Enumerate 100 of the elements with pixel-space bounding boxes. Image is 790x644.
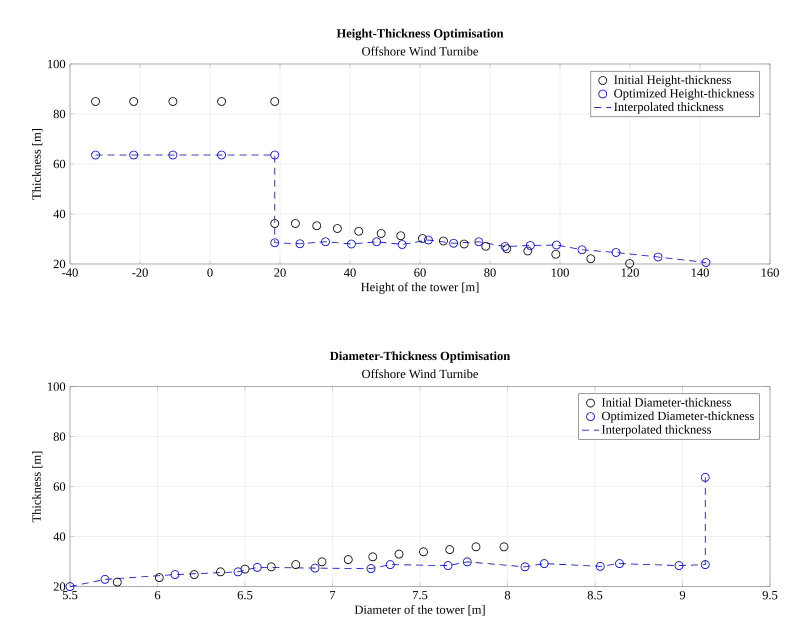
x-tick-label: 140 bbox=[692, 268, 709, 277]
point bbox=[700, 560, 710, 569]
point bbox=[596, 562, 605, 571]
point bbox=[270, 238, 280, 248]
point bbox=[154, 573, 164, 582]
point bbox=[321, 237, 330, 246]
y-tick-label: 20 bbox=[54, 582, 66, 591]
x-tick-label: 9.5 bbox=[762, 590, 778, 600]
point bbox=[586, 254, 596, 264]
point bbox=[551, 250, 560, 259]
x-tick-label: 60 bbox=[414, 268, 426, 277]
point bbox=[270, 150, 280, 160]
x-tick-label: 8 bbox=[504, 590, 510, 600]
point bbox=[168, 97, 178, 106]
y-axis-title: Thickness [m] bbox=[32, 452, 42, 522]
x-tick-label: 0 bbox=[207, 268, 213, 277]
point bbox=[266, 562, 276, 572]
y-tick-label: 80 bbox=[54, 110, 66, 118]
x-axis-title: Height of the tower [m] bbox=[361, 282, 478, 294]
point bbox=[190, 570, 199, 579]
point bbox=[100, 574, 110, 584]
point bbox=[291, 219, 300, 228]
point bbox=[216, 567, 225, 576]
point bbox=[234, 567, 242, 576]
point bbox=[449, 238, 458, 248]
point bbox=[366, 564, 376, 573]
point bbox=[270, 97, 280, 106]
point bbox=[396, 231, 406, 240]
point bbox=[291, 560, 300, 569]
point bbox=[578, 245, 586, 254]
point bbox=[240, 564, 250, 574]
point bbox=[112, 578, 122, 586]
point bbox=[523, 246, 532, 256]
point bbox=[312, 221, 322, 230]
point bbox=[270, 219, 280, 228]
chart-title: Height-Thickness Optimisation bbox=[336, 28, 504, 40]
x-tick-label: 80 bbox=[484, 268, 496, 277]
point bbox=[354, 226, 364, 236]
y-tick-label: 80 bbox=[54, 432, 66, 441]
point bbox=[296, 239, 304, 248]
point bbox=[217, 97, 226, 106]
x-tick-label: 160 bbox=[762, 268, 779, 277]
point bbox=[700, 472, 710, 482]
point bbox=[439, 236, 448, 246]
x-tick-label: 7.5 bbox=[413, 590, 428, 600]
legend-label: Initial Height-thickness bbox=[614, 75, 731, 87]
point bbox=[520, 562, 530, 572]
point bbox=[372, 237, 382, 246]
y-tick-label: 60 bbox=[54, 482, 66, 491]
x-tick-label: 100 bbox=[552, 268, 569, 277]
x-tick-label: 7 bbox=[330, 590, 336, 600]
point bbox=[552, 240, 561, 250]
point bbox=[474, 237, 484, 246]
point bbox=[344, 555, 353, 564]
point bbox=[310, 564, 320, 572]
point bbox=[462, 557, 472, 566]
point bbox=[526, 241, 535, 250]
y-tick-label: 100 bbox=[48, 60, 66, 68]
legend-label: Initial Diameter-thickness bbox=[602, 398, 731, 407]
point bbox=[333, 224, 342, 233]
point bbox=[444, 561, 452, 570]
point bbox=[460, 240, 468, 248]
point bbox=[398, 240, 407, 249]
chart-subtitle: Offshore Wind Turnibe bbox=[362, 46, 478, 56]
legend-label: Interpolated thickness bbox=[602, 424, 712, 436]
legend-label: Optimized Height-thickness bbox=[614, 88, 754, 100]
x-axis-title: Diameter of the tower [m] bbox=[354, 604, 485, 616]
x-tick-label: 40 bbox=[344, 268, 356, 277]
x-tick-label: 120 bbox=[622, 268, 639, 277]
y-axis-title: Thickness [m] bbox=[32, 129, 42, 200]
y-tick-label: 100 bbox=[48, 382, 66, 391]
point bbox=[418, 234, 427, 243]
x-tick-label: 20 bbox=[274, 268, 286, 277]
y-tick-label: 40 bbox=[53, 532, 66, 541]
point bbox=[540, 559, 549, 568]
point bbox=[481, 242, 490, 251]
point bbox=[318, 557, 326, 566]
point bbox=[129, 150, 138, 160]
y-tick-label: 60 bbox=[54, 160, 66, 168]
x-tick-label: 6 bbox=[154, 590, 160, 600]
point bbox=[252, 562, 262, 572]
point bbox=[129, 97, 138, 106]
x-tick-label: 5.5 bbox=[62, 590, 78, 600]
point bbox=[376, 229, 386, 238]
point bbox=[217, 150, 226, 160]
x-tick-label: -20 bbox=[132, 268, 148, 277]
point bbox=[702, 258, 710, 267]
point bbox=[91, 97, 100, 106]
point bbox=[500, 542, 508, 552]
y-tick-label: 40 bbox=[53, 210, 66, 218]
point bbox=[66, 582, 74, 591]
legend-label: Interpolated thickness bbox=[614, 102, 724, 114]
x-tick-label: 8.5 bbox=[588, 590, 602, 600]
point bbox=[654, 252, 662, 262]
chart-title: Diameter-Thickness Optimisation bbox=[330, 351, 510, 363]
chart-subtitle: Offshore Wind Turnibe bbox=[362, 369, 478, 378]
point bbox=[168, 150, 178, 160]
point bbox=[502, 244, 512, 254]
point bbox=[612, 248, 620, 257]
y-tick-label: 20 bbox=[54, 260, 66, 268]
